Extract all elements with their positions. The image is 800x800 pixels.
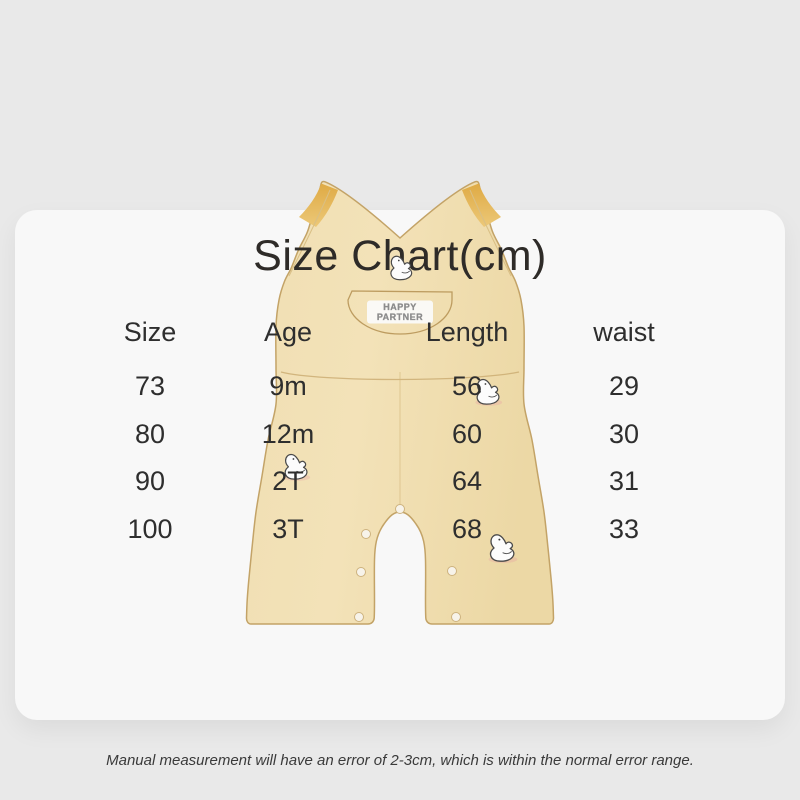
svg-text:HAPPY: HAPPY	[383, 302, 417, 312]
